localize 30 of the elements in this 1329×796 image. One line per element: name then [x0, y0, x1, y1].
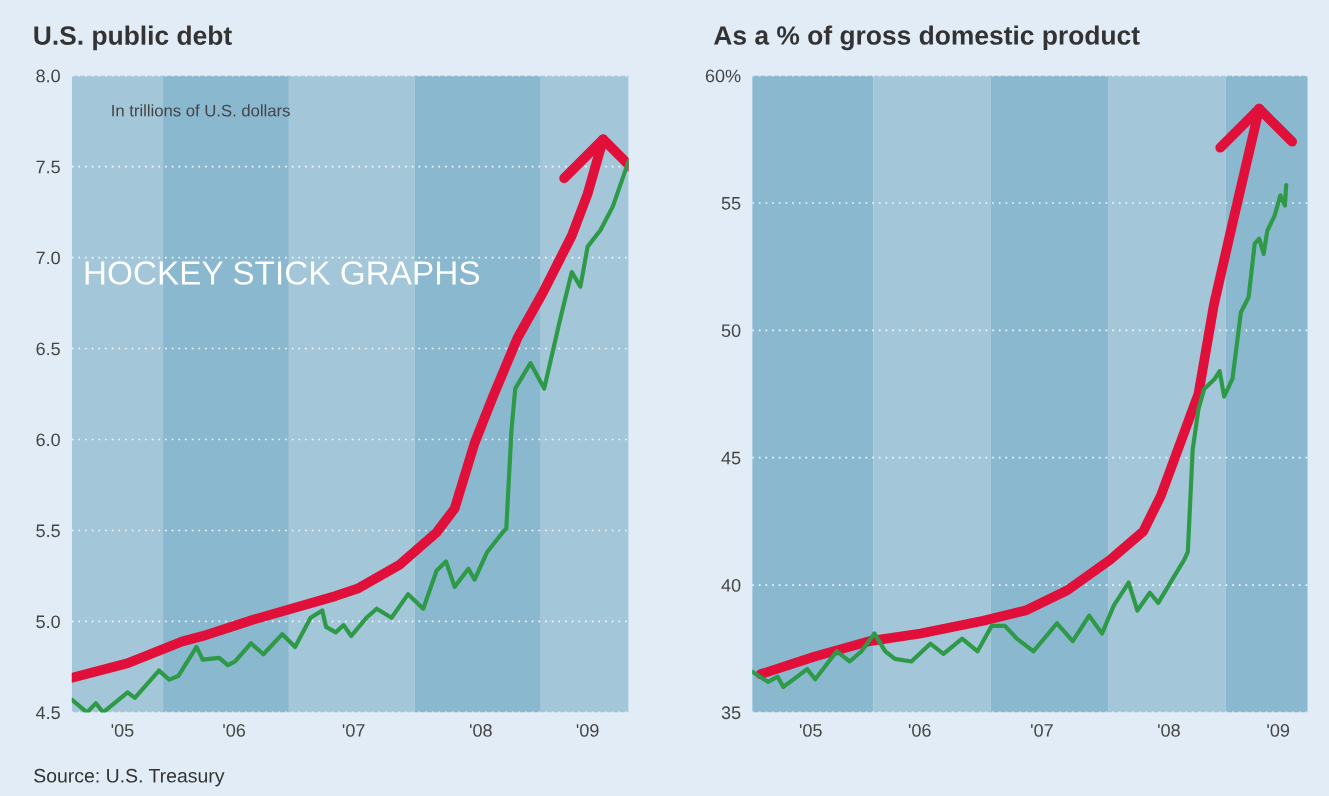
source-note: Source: U.S. Treasury	[34, 768, 225, 787]
y-tick-label: 40	[721, 578, 741, 592]
y-tick-label: 6.0	[36, 433, 60, 447]
annotation: HOCKEY STICK GRAPHS	[85, 261, 480, 285]
line-series	[752, 183, 1289, 690]
x-tick-label: '07	[1031, 724, 1053, 737]
y-tick-label: 6.5	[36, 342, 60, 356]
y-tick-label: 50	[721, 324, 741, 338]
x-tick-label: '08	[1158, 724, 1180, 737]
x-tick-label: '09	[1267, 724, 1290, 737]
y-tick-label: 35	[721, 706, 741, 720]
y-tick-label: 7.0	[36, 251, 60, 265]
chart-title: U.S. public debt	[34, 25, 232, 51]
y-tick-label: 45	[721, 451, 741, 465]
y-tick-label: 7.5	[36, 160, 60, 174]
y-tick-label: 55	[721, 197, 741, 210]
x-tick-label: '09	[576, 724, 599, 737]
x-tick-label: '08	[469, 724, 492, 737]
x-tick-label: '05	[111, 724, 134, 737]
x-tick-label: '06	[223, 724, 246, 737]
x-tick-label: '05	[799, 724, 822, 737]
y-tick-label: 5.5	[36, 524, 60, 538]
y-tick-label: 60%	[705, 69, 741, 83]
x-tick-label: '07	[342, 724, 365, 737]
x-tick-label: '06	[908, 724, 931, 737]
annotation: In trillions of U.S. dollars	[112, 104, 290, 117]
chart-title: As a % of gross domestic product	[713, 25, 1140, 51]
y-tick-label: 4.5	[35, 706, 60, 720]
y-tick-label: 8.0	[36, 69, 60, 83]
y-tick-label: 5.0	[36, 615, 60, 629]
